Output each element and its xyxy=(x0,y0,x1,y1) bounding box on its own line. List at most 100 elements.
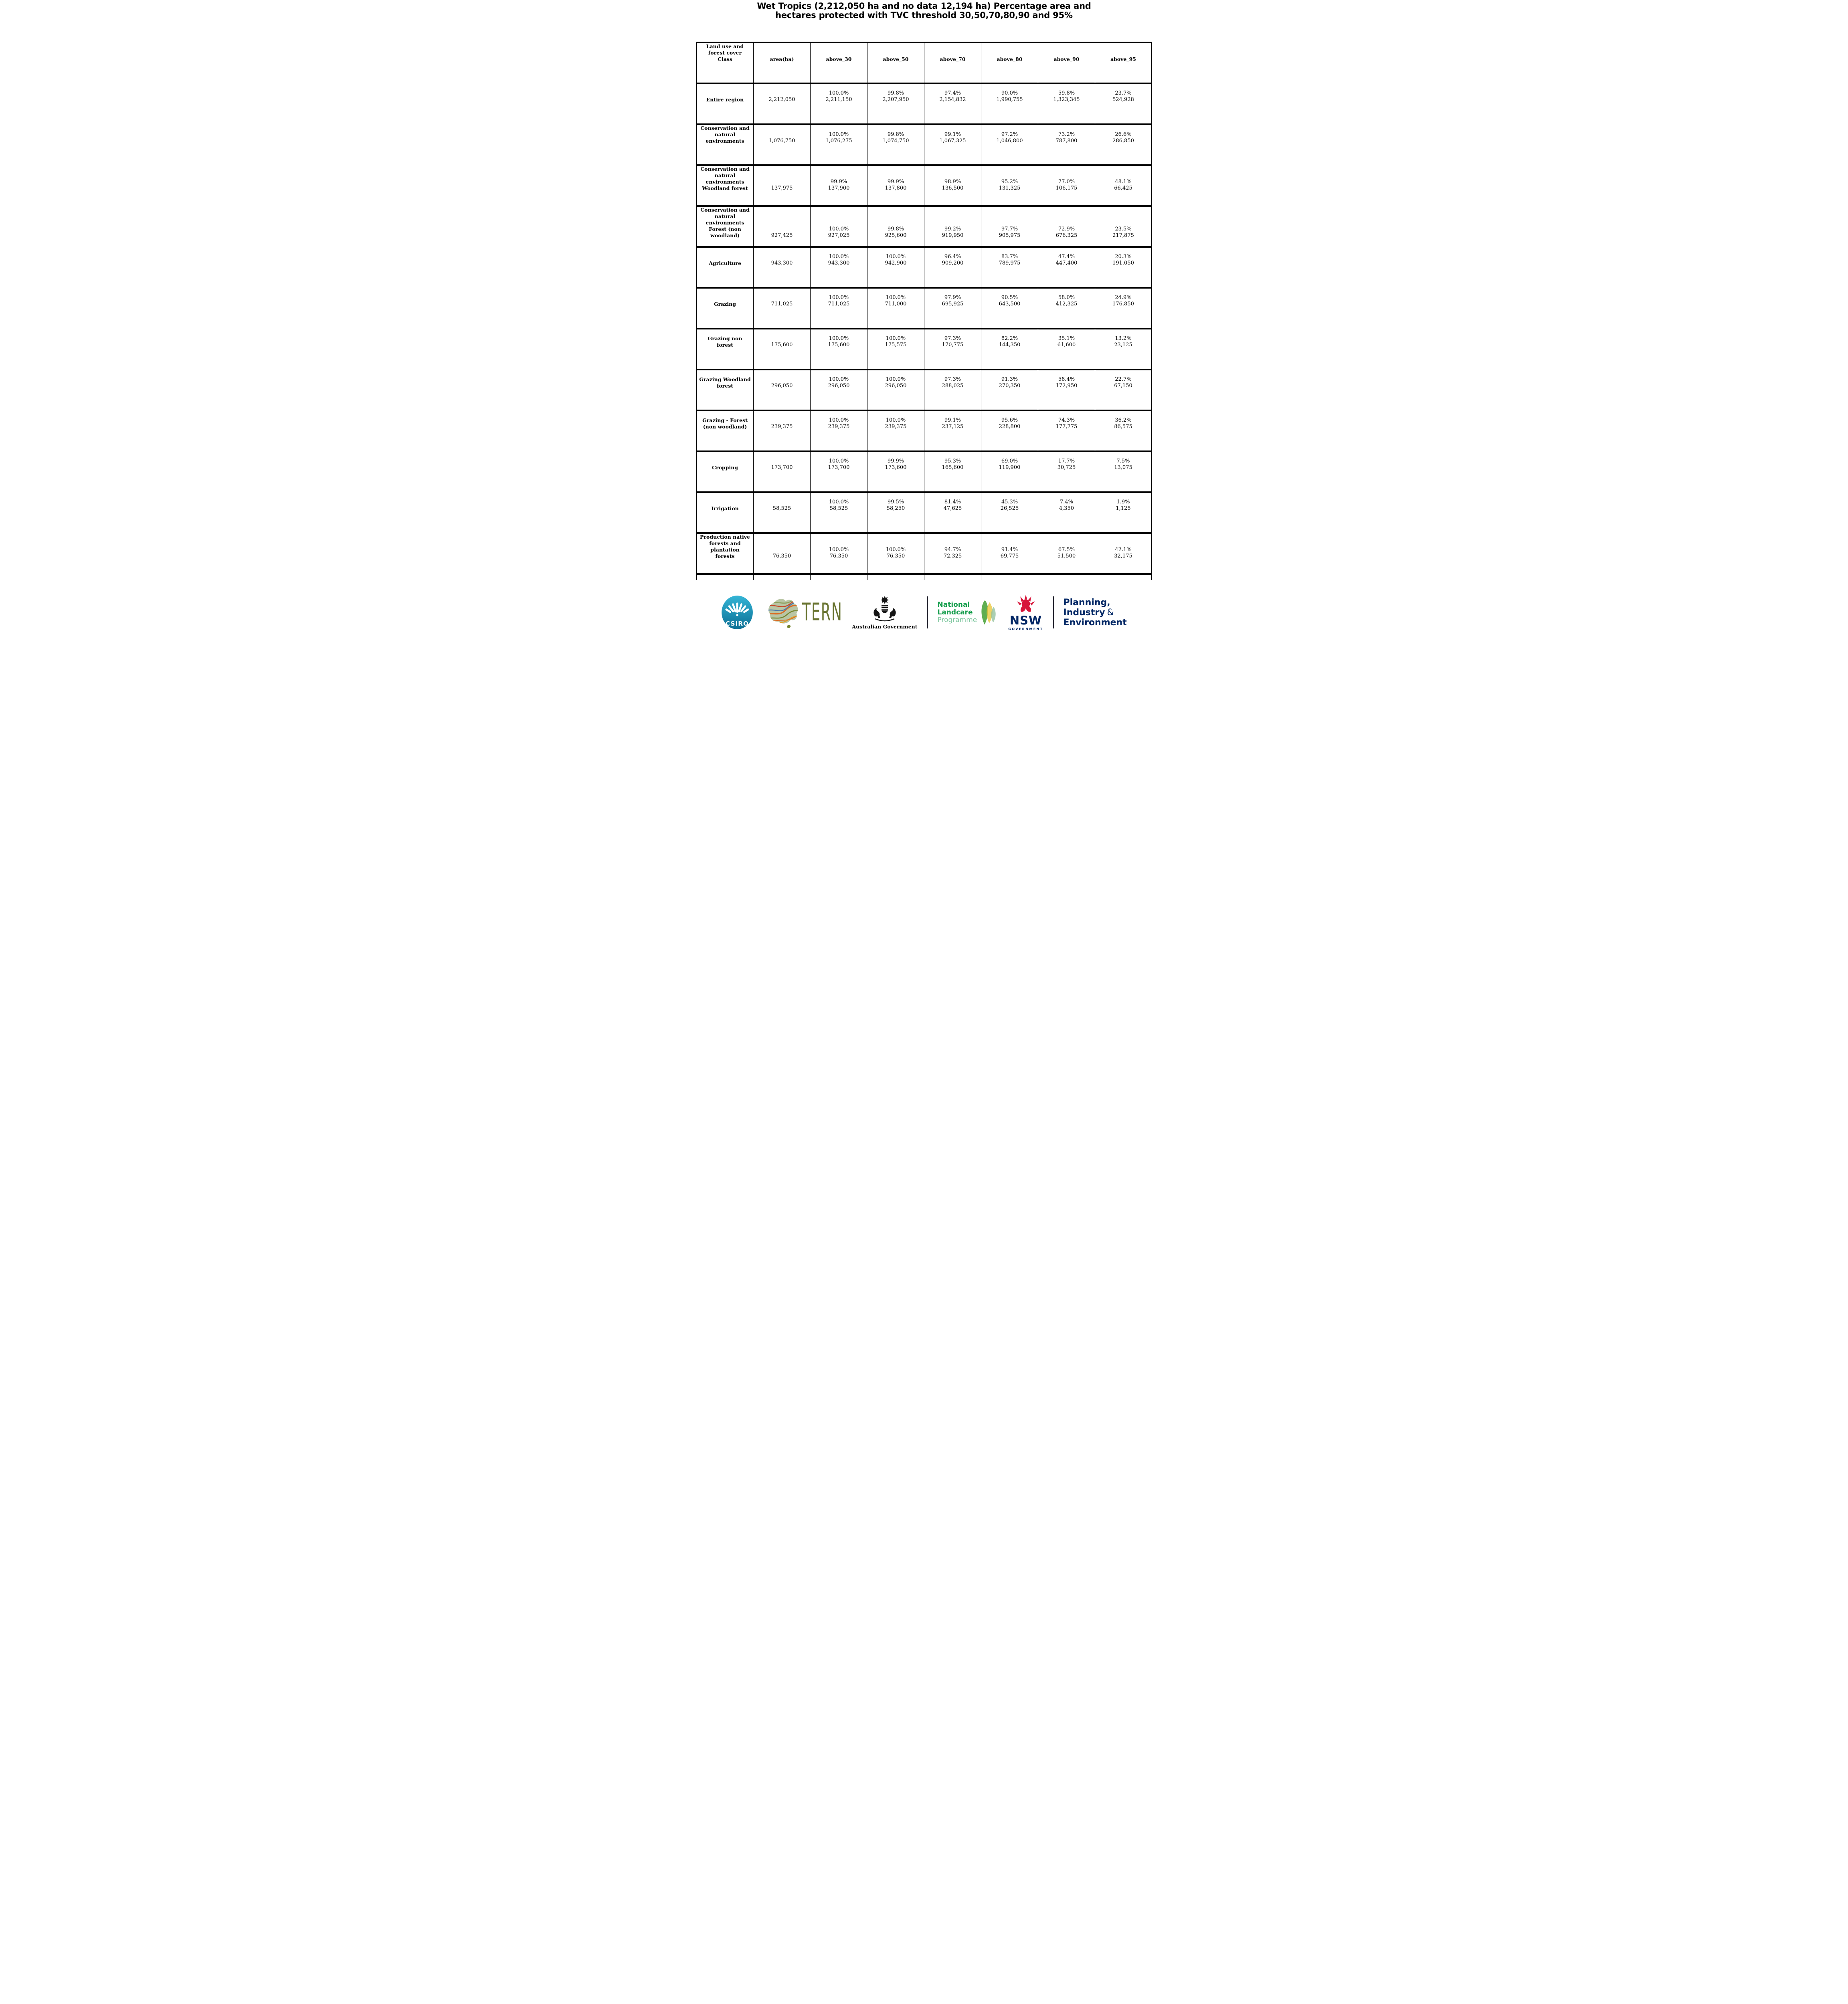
threshold-cell: 99.8% 1,074,750 xyxy=(867,125,924,165)
threshold-cell: 13.2% 23,125 xyxy=(1095,329,1152,369)
threshold-cell: 99.1% 237,125 xyxy=(924,411,981,450)
tern-logo: TERN xyxy=(763,596,842,629)
threshold-cell: 90.0% 1,990,755 xyxy=(981,84,1038,123)
percent-value: 99.5% xyxy=(887,499,904,505)
hectares-value: 66,425 xyxy=(1114,185,1132,191)
threshold-cell: 99.9% 137,900 xyxy=(810,166,867,212)
landcare-line1: National xyxy=(937,600,970,609)
threshold-cell: 36.2% 86,575 xyxy=(1095,411,1152,450)
percent-value: 90.0% xyxy=(1001,90,1018,96)
percent-value: 83.7% xyxy=(1001,254,1018,260)
threshold-cell: 99.8% 2,207,950 xyxy=(867,84,924,123)
threshold-cell: 97.3% 288,025 xyxy=(924,370,981,410)
hectares-value: 137,900 xyxy=(828,185,850,191)
threshold-cell: 59.8% 1,323,345 xyxy=(1038,84,1095,123)
percent-value: 98.9% xyxy=(944,179,961,185)
threshold-cell: 82.2% 144,350 xyxy=(981,329,1038,369)
hectares-value: 106,175 xyxy=(1055,185,1078,191)
threshold-cell: 100.0% 175,575 xyxy=(867,329,924,369)
hectares-value: 286,850 xyxy=(1112,138,1134,144)
row-label: Cropping xyxy=(696,452,753,491)
area-ha-value: 943,300 xyxy=(753,248,810,287)
column-header-area-ha-: area(ha) xyxy=(753,43,810,83)
threshold-cell: 45.3% 26,525 xyxy=(981,493,1038,532)
table-row-8: Grazing Woodland forest 296,050 100.0% 296,… xyxy=(696,370,1152,411)
planning-line3: Environment xyxy=(1063,617,1127,628)
table-row-10: Cropping 173,700 100.0% 173,700 99.9% 173,600… xyxy=(696,452,1152,493)
percent-value: 26.6% xyxy=(1115,131,1132,137)
hectares-value: 58,525 xyxy=(829,505,848,511)
hectares-value: 942,900 xyxy=(885,260,907,266)
threshold-cell: 100.0% 76,350 xyxy=(867,534,924,580)
row-label: Grazing xyxy=(696,289,753,328)
hectares-value: 270,350 xyxy=(999,383,1021,389)
hectares-value: 217,875 xyxy=(1112,232,1134,238)
hectares-value: 239,375 xyxy=(828,424,850,430)
percent-value: 99.2% xyxy=(944,226,961,232)
threshold-cell: 98.9% 136,500 xyxy=(924,166,981,212)
percent-value: 100.0% xyxy=(886,295,906,301)
percent-value: 47.4% xyxy=(1058,254,1075,260)
row-label: Conservation and natural environments Fo… xyxy=(696,207,753,259)
percent-value: 100.0% xyxy=(829,458,849,464)
threshold-cell: 100.0% 239,375 xyxy=(867,411,924,450)
hectares-value: 711,000 xyxy=(885,301,907,307)
area-ha-value: 137,975 xyxy=(753,166,810,212)
table-row-2: Conservation and natural environments 1,0… xyxy=(696,125,1152,166)
csiro-logo-icon: CSIRO xyxy=(722,596,753,629)
nsw-government-label: GOVERNMENT xyxy=(1008,627,1043,631)
hectares-value: 695,925 xyxy=(942,301,964,307)
table-row-4: Conservation and natural environments Fo… xyxy=(696,207,1152,259)
hectares-value: 23,125 xyxy=(1114,342,1132,348)
hectares-value: 919,950 xyxy=(942,232,964,238)
report-page: Wet Tropics (2,212,050 ha and no data 12… xyxy=(693,0,1155,640)
threshold-cell: 95.3% 165,600 xyxy=(924,452,981,491)
percent-value: 97.7% xyxy=(1001,226,1018,232)
hectares-value: 1,323,345 xyxy=(1053,97,1080,103)
hectares-value: 2,207,950 xyxy=(882,97,909,103)
hectares-value: 26,525 xyxy=(1000,505,1019,511)
table-row-12: Production native forests and plantation… xyxy=(696,534,1152,580)
table-row-9: Grazing - Forest (non woodland) 239,375 10… xyxy=(696,411,1152,452)
percent-value: 97.4% xyxy=(944,90,961,96)
hectares-value: 76,350 xyxy=(886,553,905,559)
percent-value: 100.0% xyxy=(829,499,849,505)
threshold-cell: 72.9% 676,325 xyxy=(1038,207,1095,259)
threshold-cell: 100.0% 711,025 xyxy=(810,289,867,328)
hectares-value: 86,575 xyxy=(1114,424,1132,430)
threshold-cell: 96.4% 909,200 xyxy=(924,248,981,287)
hectares-value: 943,300 xyxy=(828,260,850,266)
waratah-icon xyxy=(1017,594,1035,612)
percent-value: 59.8% xyxy=(1058,90,1075,96)
hectares-value: 412,325 xyxy=(1055,301,1078,307)
percent-value: 13.2% xyxy=(1115,335,1132,341)
threshold-cell: 91.4% 69,775 xyxy=(981,534,1038,580)
national-landcare-wordmark: National Landcare Programme xyxy=(938,601,977,624)
hectares-value: 905,975 xyxy=(999,232,1021,238)
percent-value: 69.0% xyxy=(1001,458,1018,464)
land-use-table: Land use and forest cover Class area(ha) a… xyxy=(696,42,1152,580)
threshold-cell: 100.0% 1,076,275 xyxy=(810,125,867,165)
percent-value: 100.0% xyxy=(886,376,906,382)
threshold-cell: 100.0% 76,350 xyxy=(810,534,867,580)
percent-value: 100.0% xyxy=(886,417,906,423)
percent-value: 73.2% xyxy=(1058,131,1075,137)
threshold-cell: 90.5% 643,500 xyxy=(981,289,1038,328)
hectares-value: 175,575 xyxy=(885,342,907,348)
table-row-7: Grazing non forest 175,600 100.0% 175,600 10… xyxy=(696,329,1152,370)
threshold-cell: 95.2% 131,325 xyxy=(981,166,1038,212)
row-label: Entire region xyxy=(696,84,753,123)
threshold-cell: 74.3% 177,775 xyxy=(1038,411,1095,450)
percent-value: 22.7% xyxy=(1115,376,1132,382)
hectares-value: 239,375 xyxy=(885,424,907,430)
area-ha-value: 76,350 xyxy=(753,534,810,580)
hectares-value: 72,325 xyxy=(943,553,962,559)
planning-line1: Planning, xyxy=(1063,597,1110,608)
percent-value: 82.2% xyxy=(1001,335,1018,341)
hectares-value: 296,050 xyxy=(885,383,907,389)
percent-value: 99.9% xyxy=(830,179,847,185)
threshold-cell: 7.5% 13,075 xyxy=(1095,452,1152,491)
percent-value: 35.1% xyxy=(1058,335,1075,341)
percent-value: 42.1% xyxy=(1115,547,1132,553)
row-label: Irrigation xyxy=(696,493,753,532)
